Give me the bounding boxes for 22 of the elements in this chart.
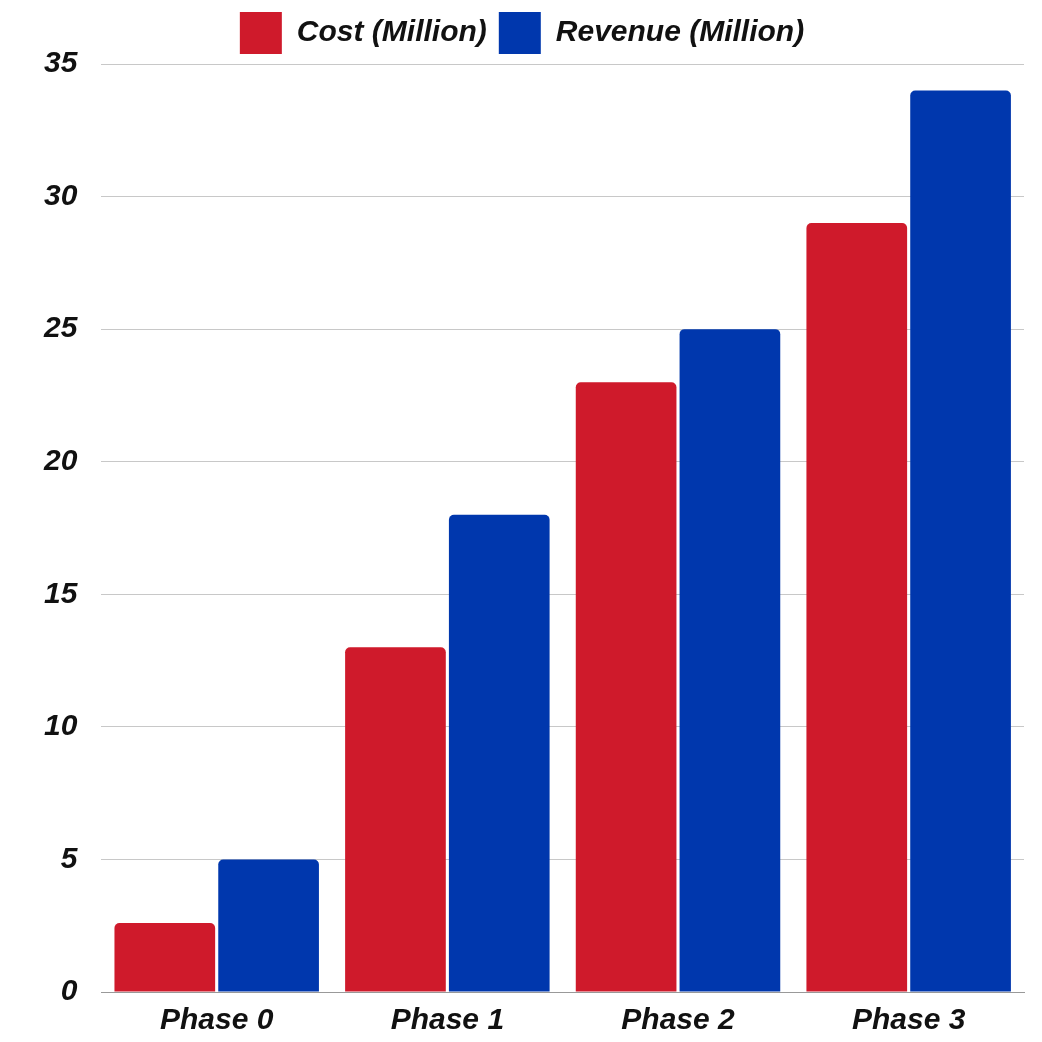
x-tick-label: Phase 1 xyxy=(390,1002,505,1036)
bar xyxy=(806,223,908,992)
y-tick-label: 10 xyxy=(43,708,78,742)
bar xyxy=(448,514,550,992)
y-tick-label: 0 xyxy=(60,973,78,1007)
bar xyxy=(910,90,1011,992)
y-tick-label: 30 xyxy=(43,177,78,211)
bar xyxy=(575,382,677,992)
bar xyxy=(679,329,781,992)
bar xyxy=(114,923,216,992)
x-tick-label: Phase 2 xyxy=(621,1002,736,1036)
y-tick-label: 35 xyxy=(43,45,79,79)
legend-label: Revenue (Million) xyxy=(555,14,805,48)
y-tick-label: 15 xyxy=(43,575,79,609)
bar xyxy=(218,859,319,992)
x-tick-label: Phase 3 xyxy=(851,1002,966,1036)
bar xyxy=(345,647,446,992)
y-tick-label: 25 xyxy=(42,310,79,344)
y-tick-label: 20 xyxy=(42,442,78,476)
legend-label: Cost (Million) xyxy=(296,14,487,48)
x-tick-label: Phase 0 xyxy=(159,1002,274,1036)
y-tick-label: 5 xyxy=(60,840,79,874)
